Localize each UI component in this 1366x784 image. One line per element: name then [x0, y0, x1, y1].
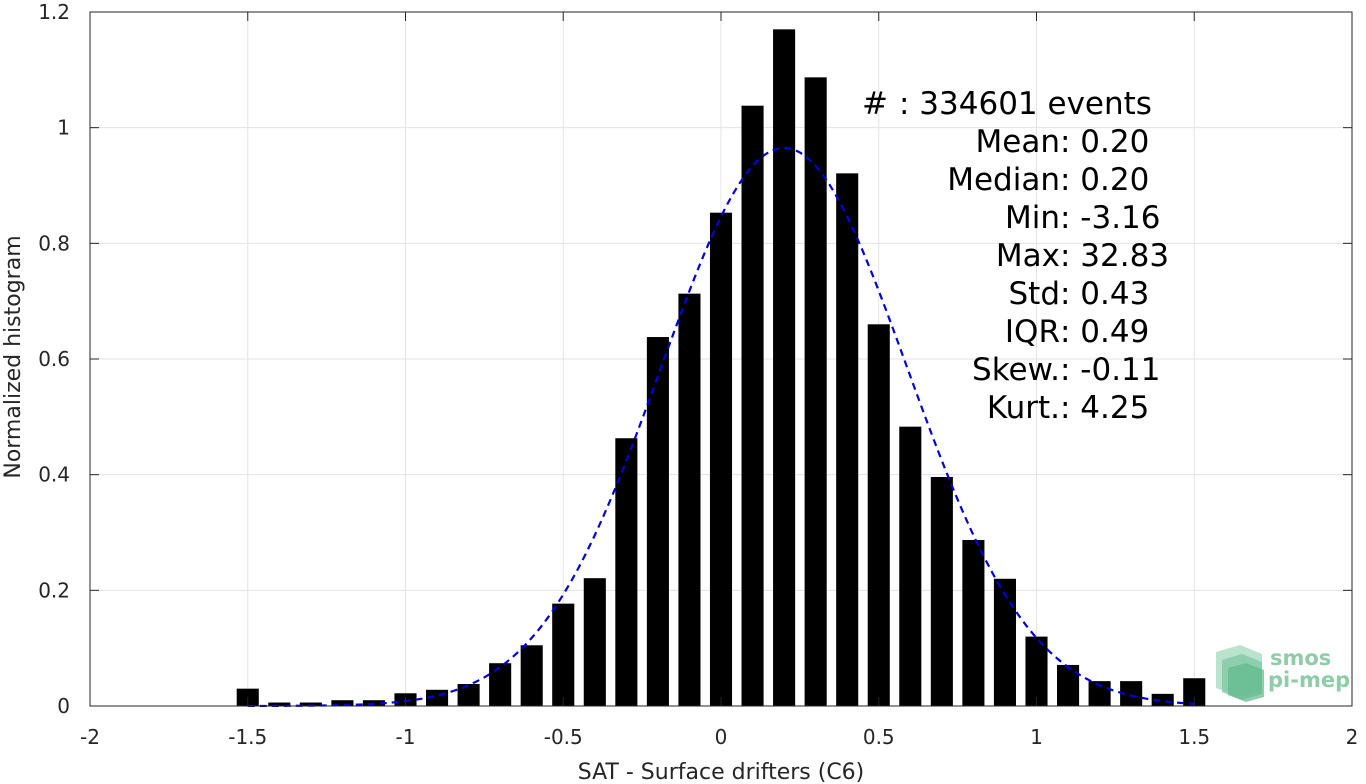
stat-label: Std: [1008, 276, 1060, 312]
histogram-bar: [930, 476, 953, 706]
axis-ticks: [89, 11, 1353, 707]
stat-label: Max: [996, 238, 1060, 274]
smos-pimep-logo: smos pi-mep: [1216, 645, 1350, 702]
x-tick-label: -1.5: [228, 725, 267, 749]
stat-label: Kurt.: [987, 390, 1060, 426]
stat-label: IQR: [1005, 314, 1060, 350]
histogram-bar: [741, 105, 764, 706]
histogram-bar: [489, 663, 512, 706]
histogram-bar: [678, 293, 701, 706]
x-tick-labels: -2 -1.5 -1 -0.5 0 0.5 1 1.5 2: [80, 725, 1358, 749]
stat-label: Median: [947, 162, 1060, 198]
stat-value: : 0.43: [1060, 276, 1149, 312]
stat-value: : 334601 events: [899, 86, 1152, 122]
y-axis-title: Normalized histogram: [1, 235, 26, 478]
stat-value: : 0.49: [1060, 314, 1149, 350]
histogram-bar: [1088, 681, 1111, 706]
histogram-bar: [773, 29, 796, 707]
y-tick-label: 0.8: [38, 231, 70, 255]
y-tick-label: 1: [57, 116, 70, 140]
histogram-bar: [1025, 636, 1048, 706]
x-tick-label: -1: [396, 725, 416, 749]
histogram-bar: [268, 702, 291, 706]
histogram-bar: [615, 438, 638, 706]
logo-mark-icon: [1216, 645, 1264, 702]
y-tick-label: 1.2: [38, 0, 70, 24]
histogram-bar: [962, 540, 985, 706]
x-tick-label: 0.5: [863, 725, 895, 749]
stat-label: Skew.: [972, 352, 1060, 388]
stat-value: : 0.20: [1060, 124, 1149, 160]
logo-text-line1: smos: [1270, 646, 1331, 670]
histogram-bar: [867, 324, 890, 706]
stat-value: : 32.83: [1060, 238, 1169, 274]
y-tick-labels: 0 0.2 0.4 0.6 0.8 1 1.2: [38, 0, 70, 718]
histogram-bar: [836, 173, 859, 707]
y-tick-label: 0.2: [38, 578, 70, 602]
histogram-bar: [804, 77, 827, 706]
histogram-bar: [331, 700, 354, 706]
x-tick-label: 0: [715, 725, 728, 749]
x-axis-title: SAT - Surface drifters (C6): [578, 760, 865, 784]
y-tick-label: 0.6: [38, 347, 70, 371]
histogram-bar: [1120, 681, 1143, 706]
logo-text-line2: pi-mep: [1268, 668, 1350, 692]
stat-label: #: [862, 86, 888, 122]
stat-label: Mean: [976, 124, 1060, 160]
histogram-bar: [899, 426, 922, 706]
x-tick-label: -2: [80, 725, 100, 749]
histogram-bar: [709, 212, 733, 706]
x-tick-label: 1.5: [1178, 725, 1210, 749]
histogram-bar: [1183, 678, 1206, 706]
histogram-bar: [299, 702, 322, 706]
histogram-bar: [993, 578, 1016, 706]
histogram-bar: [520, 645, 543, 706]
histogram-bar: [646, 337, 669, 706]
histogram-bar: [552, 603, 575, 706]
histogram-bars: [236, 29, 1206, 707]
y-tick-label: 0.4: [38, 463, 70, 487]
stat-label: Min: [1005, 200, 1060, 236]
x-tick-label: -0.5: [544, 725, 583, 749]
stat-value: : -3.16: [1060, 200, 1161, 236]
histogram-bar: [1057, 664, 1080, 706]
stat-value: : 0.20: [1060, 162, 1149, 198]
stat-value: : 4.25: [1060, 390, 1149, 426]
x-tick-label: 2: [1346, 725, 1359, 749]
stat-value: : -0.11: [1060, 352, 1161, 388]
x-tick-label: 1: [1030, 725, 1043, 749]
histogram-bar: [583, 578, 606, 706]
histogram-bar: [457, 684, 480, 706]
y-tick-label: 0: [57, 694, 70, 718]
histogram-bar: [1151, 693, 1174, 706]
